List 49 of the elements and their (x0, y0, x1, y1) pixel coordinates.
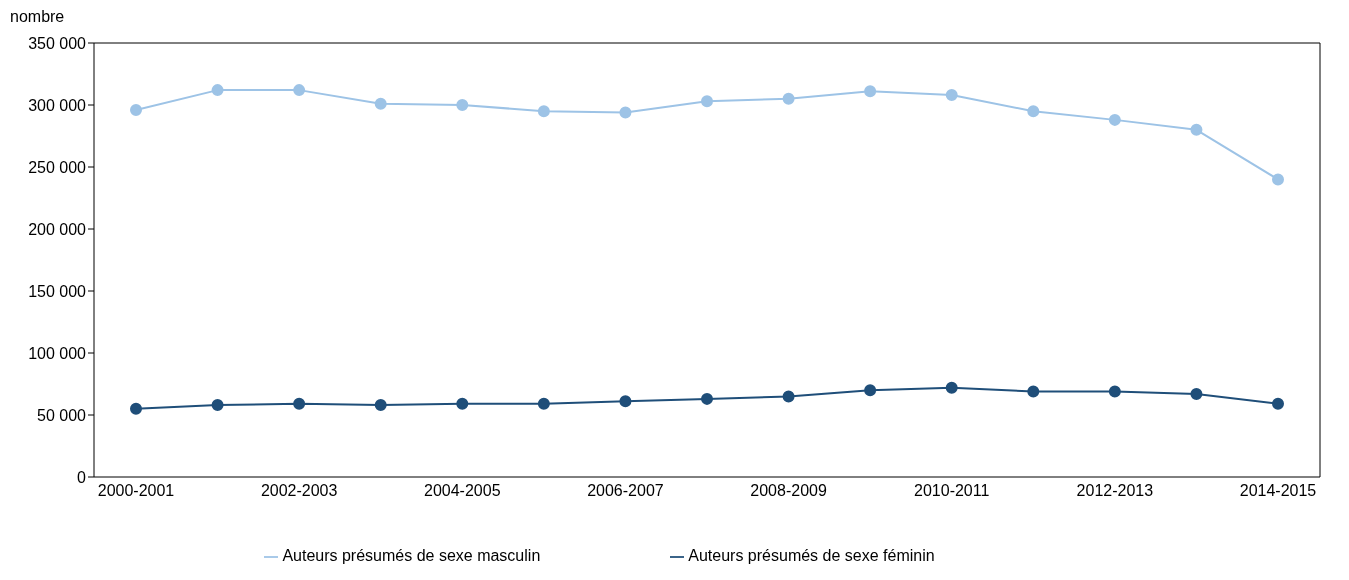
y-tick-label: 100 000 (28, 344, 87, 362)
point (374, 399, 387, 412)
point (701, 392, 713, 405)
point (293, 84, 306, 97)
point (1272, 397, 1284, 410)
point (1108, 113, 1121, 126)
point (701, 95, 713, 108)
point (782, 390, 795, 403)
legend-label: Auteurs présumés de sexe masculin (282, 547, 541, 564)
y-tick-label: 150 000 (28, 282, 87, 300)
point (1190, 123, 1203, 136)
point (782, 92, 795, 105)
point (293, 397, 306, 410)
y-tick-label: 350 000 (28, 34, 87, 52)
point (1272, 173, 1284, 186)
point (619, 106, 632, 119)
point (456, 397, 469, 410)
point (945, 381, 958, 394)
point (211, 84, 224, 97)
x-tick-label: 2000-2001 (97, 482, 175, 500)
point (456, 99, 469, 111)
x-tick-label: 2008-2009 (750, 482, 827, 500)
x-tick-label: 2014-2015 (1239, 482, 1317, 500)
x-tick-label: 2010-2011 (914, 482, 990, 500)
point (945, 89, 958, 102)
x-tick-label: 2002-2003 (260, 482, 338, 500)
y-axis-title: nombre (9, 8, 66, 27)
x-tick-label: 2004-2005 (424, 482, 501, 500)
point (864, 384, 877, 397)
y-tick-label: 250 000 (28, 158, 87, 176)
y-tick-label: 200 000 (28, 220, 87, 238)
point (130, 103, 142, 116)
y-tick-label: 50 000 (37, 406, 87, 424)
point (537, 397, 550, 410)
point (619, 395, 632, 408)
x-tick-label: 2012-2013 (1076, 482, 1154, 500)
point (1027, 105, 1040, 118)
point (130, 402, 142, 415)
point (211, 399, 224, 412)
point (1190, 387, 1203, 400)
legend-label: Auteurs présumés de sexe féminin (688, 547, 935, 564)
point (1108, 385, 1121, 398)
y-tick-label: 300 000 (28, 96, 87, 114)
point (1027, 385, 1040, 398)
x-tick-label: 2006-2007 (587, 482, 664, 500)
y-tick-label: 0 (77, 468, 87, 486)
point (537, 105, 550, 118)
point (864, 85, 877, 98)
point (374, 97, 387, 110)
